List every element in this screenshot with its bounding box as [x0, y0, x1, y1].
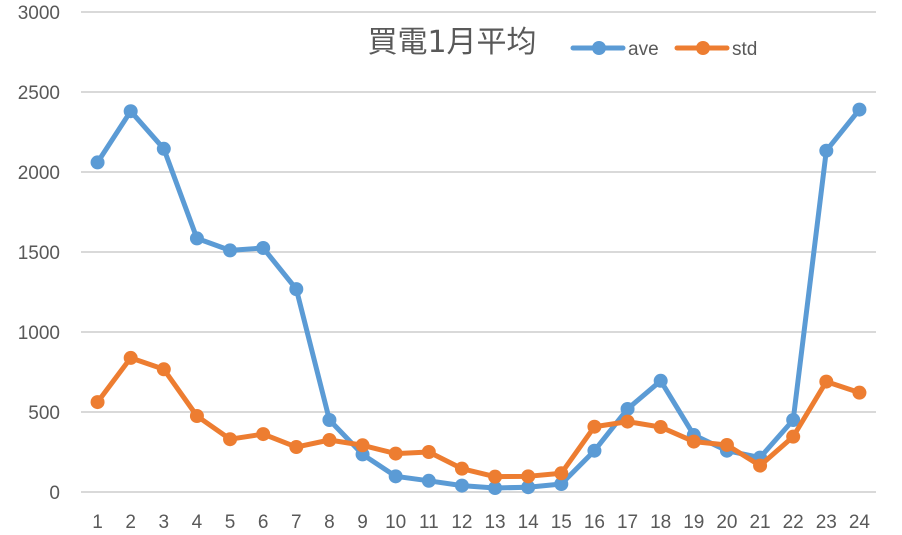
chart-title: 買電1月平均 — [367, 25, 536, 60]
data-point-marker — [819, 374, 834, 389]
series-line — [95, 355, 862, 480]
legend-marker-icon — [696, 41, 710, 55]
data-point-marker — [653, 373, 668, 388]
series-std — [90, 350, 867, 484]
legend-marker-icon — [592, 41, 606, 55]
data-point-marker — [521, 480, 536, 495]
data-point-marker — [852, 385, 867, 400]
y-tick-label: 2000 — [18, 163, 60, 184]
x-tick-label: 8 — [324, 512, 335, 533]
y-tick-label: 3000 — [18, 3, 60, 24]
legend-label: std — [732, 39, 757, 60]
data-point-marker — [786, 413, 801, 427]
legend-label: ave — [628, 39, 659, 60]
data-point-marker — [421, 473, 436, 488]
data-point-marker — [223, 432, 238, 447]
data-point-marker — [355, 438, 370, 453]
x-tick-label: 23 — [816, 512, 837, 533]
data-point-marker — [388, 446, 403, 461]
data-point-marker — [488, 469, 503, 484]
x-tick-label: 7 — [291, 512, 302, 533]
data-point-marker — [587, 419, 602, 434]
data-point-marker — [189, 231, 204, 246]
data-point-marker — [753, 458, 768, 473]
data-point-marker — [322, 433, 337, 447]
data-point-marker — [686, 434, 701, 449]
x-tick-label: 6 — [258, 512, 269, 533]
data-point-marker — [488, 481, 503, 495]
x-tick-label: 12 — [451, 512, 472, 533]
x-tick-label: 14 — [518, 512, 540, 533]
x-tick-label: 1 — [92, 512, 103, 533]
x-tick-label: 10 — [385, 512, 406, 533]
data-point-marker — [256, 427, 271, 442]
x-tick-label: 9 — [357, 512, 368, 533]
x-tick-label: 22 — [783, 512, 804, 533]
data-point-marker — [90, 395, 105, 410]
legend: ave std — [570, 39, 757, 60]
x-tick-label: 3 — [159, 512, 170, 533]
x-tick-label: 19 — [683, 512, 704, 533]
x-tick-label: 17 — [617, 512, 638, 533]
data-point-marker — [189, 409, 204, 423]
data-point-marker — [156, 362, 171, 377]
series-ave — [90, 102, 867, 495]
data-point-marker — [786, 429, 801, 444]
y-tick-label: 1000 — [18, 323, 60, 344]
y-axis-labels: 0 500 1000 1500 2000 2500 3000 — [18, 3, 60, 504]
x-tick-label: 24 — [849, 512, 871, 533]
series-line — [95, 107, 862, 491]
x-tick-label: 16 — [584, 512, 605, 533]
data-point-marker — [156, 141, 171, 156]
series — [90, 102, 867, 495]
data-point-marker — [123, 104, 138, 119]
y-tick-label: 0 — [49, 483, 60, 504]
data-point-marker — [322, 413, 337, 427]
legend-item-ave: ave — [570, 39, 659, 60]
data-point-marker — [90, 155, 105, 170]
y-tick-label: 2500 — [18, 83, 60, 104]
x-tick-label: 2 — [125, 512, 136, 533]
data-point-marker — [554, 466, 569, 481]
data-point-marker — [852, 102, 867, 117]
x-tick-label: 4 — [192, 512, 203, 533]
x-tick-label: 18 — [650, 512, 671, 533]
data-point-marker — [388, 469, 403, 484]
data-point-marker — [620, 401, 635, 416]
data-point-marker — [223, 243, 238, 258]
data-point-marker — [454, 478, 469, 493]
x-tick-label: 13 — [484, 512, 505, 533]
data-point-marker — [620, 414, 635, 429]
x-axis-labels: 1 2 3 4 5 6 7 8 9 10 11 12 13 14 15 16 17 18 19 20 21 22 23 24 — [92, 512, 870, 533]
data-point-marker — [421, 445, 436, 459]
x-tick-label: 20 — [716, 512, 737, 533]
data-point-marker — [289, 282, 304, 297]
data-point-marker — [454, 461, 469, 476]
data-point-marker — [123, 350, 138, 365]
data-point-marker — [719, 437, 734, 452]
x-tick-label: 21 — [749, 512, 770, 533]
x-tick-label: 15 — [551, 512, 572, 533]
data-point-marker — [554, 477, 569, 491]
data-point-marker — [256, 241, 271, 255]
data-point-marker — [289, 440, 304, 455]
x-tick-label: 5 — [225, 512, 236, 533]
data-point-marker — [521, 469, 536, 484]
y-tick-label: 500 — [28, 403, 60, 424]
data-point-marker — [587, 443, 602, 458]
gridlines — [81, 11, 876, 493]
legend-item-std: std — [674, 39, 757, 60]
x-tick-label: 11 — [419, 512, 439, 533]
data-point-marker — [653, 420, 668, 435]
data-point-marker — [819, 143, 834, 158]
y-tick-label: 1500 — [18, 243, 60, 264]
